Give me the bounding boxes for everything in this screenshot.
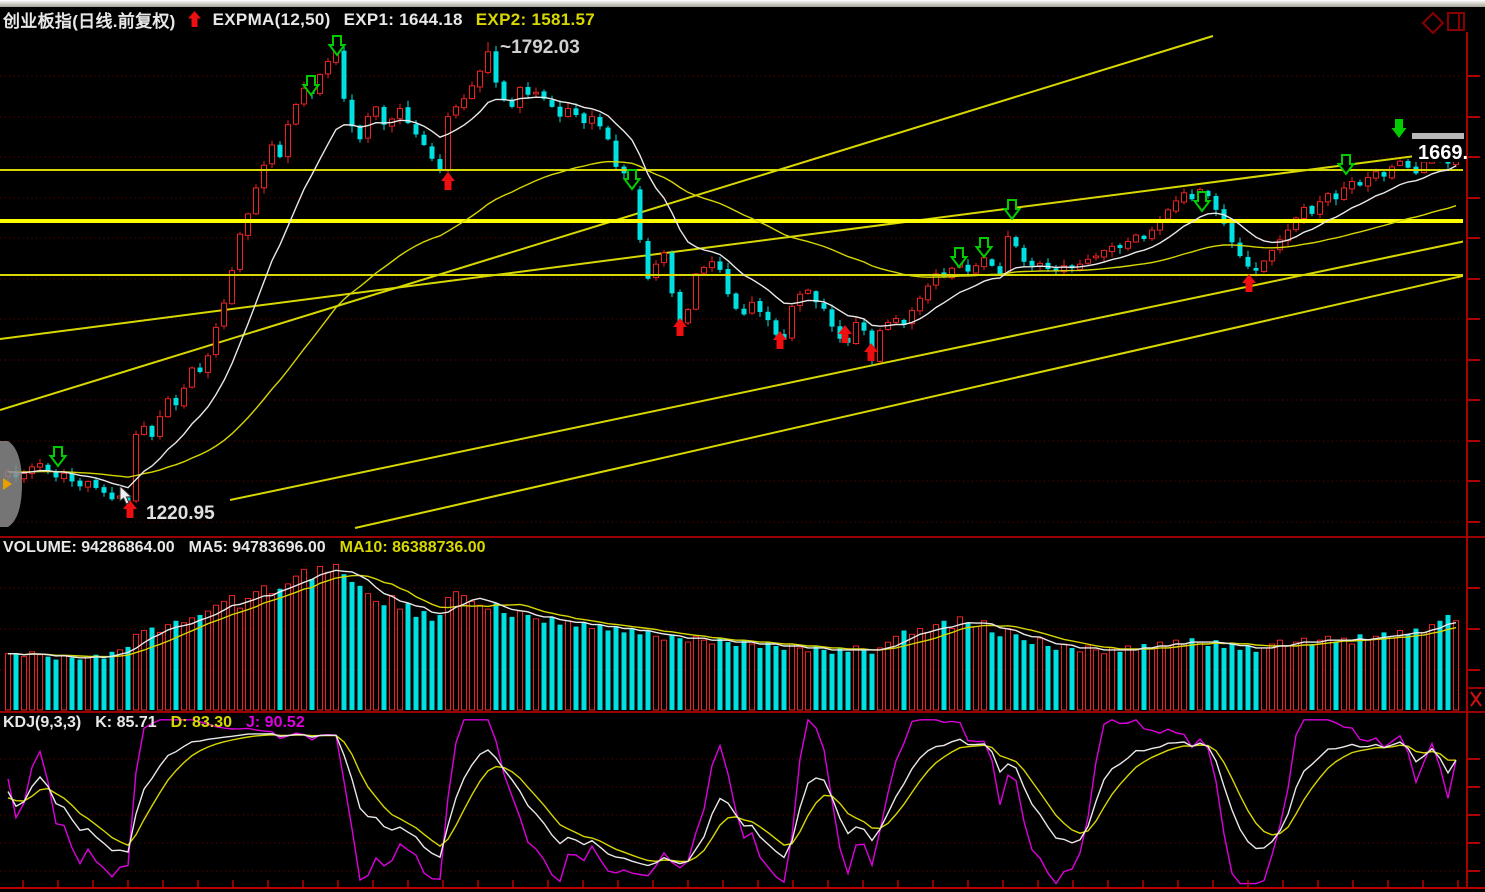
gridlines-layer [0,75,1463,872]
left-panel-handle[interactable] [0,441,22,527]
kdj-k-value: K: 85.71 [95,714,157,731]
volume-ma5-value: MA5: 94783696.00 [188,539,326,556]
symbol-title: 创业板指(日线.前复权) [3,12,176,31]
kdj-j-value: J: 90.52 [246,714,305,731]
svg-text:1220.95: 1220.95 [146,503,215,524]
trendlines-layer [0,35,1463,529]
diamond-icon[interactable] [1421,11,1445,35]
price-levels-layer [0,169,1463,276]
signal-arrows-layer [48,35,1407,518]
buy-signal-arrow [864,343,878,361]
volume-ma10-value: MA10: 86388736.00 [339,539,486,556]
mouse-cursor [119,484,133,505]
sell-signal-arrow [1002,199,1022,221]
buy-signal-up-icon [187,11,202,28]
sell-signal-arrow [301,75,321,97]
svg-text:1669.: 1669. [1418,142,1468,164]
window-top-strip [0,0,1485,7]
main-indicator-header: 创业板指(日线.前复权) EXPMA(12,50) EXP1: 1644.18 … [3,7,595,32]
sell-signal-arrow [974,237,994,259]
sell-signal-arrow [1336,154,1356,176]
buy-signal-arrow [441,172,455,190]
buy-signal-arrow [773,331,787,349]
kdj-name[interactable]: KDJ(9,3,3) [3,714,82,731]
indicator-name[interactable]: EXPMA(12,50) [212,9,331,29]
candles-layer [5,42,1459,506]
buy-signal-arrow [673,318,687,336]
volume-indicator-header: VOLUME: 94286864.00 MA5: 94783696.00 MA1… [3,539,486,557]
sell-signal-arrow-solid [1391,119,1407,138]
buy-signal-arrow [123,500,137,518]
kdj-indicator-header: KDJ(9,3,3) K: 85.71 D: 83.30 J: 90.52 [3,714,305,732]
ema-lines-layer [7,96,1457,489]
sell-signal-arrow [1192,191,1212,213]
split-window-icon[interactable] [1447,12,1465,31]
sell-signal-arrow [949,247,969,269]
kdj-d-value: D: 83.30 [170,714,232,731]
volume-bars-layer [5,564,1459,711]
annotations-layer: ~1792.03 1220.95 1669. [0,37,1468,527]
close-indicator-x-icon[interactable] [1470,691,1482,707]
kdj-lines-layer [7,718,1457,885]
volume-value[interactable]: VOLUME: 94286864.00 [3,539,175,556]
buy-signal-arrow [1242,274,1256,292]
svg-text:~1792.03: ~1792.03 [500,37,580,58]
buy-signal-arrow [838,325,852,343]
sell-signal-arrow [622,169,642,191]
sell-signal-arrow [48,446,68,468]
exp1-value: EXP1: 1644.18 [343,9,463,29]
sell-signal-arrow [327,35,347,57]
price-axis[interactable] [0,11,1485,889]
exp2-value: EXP2: 1581.57 [475,9,596,29]
